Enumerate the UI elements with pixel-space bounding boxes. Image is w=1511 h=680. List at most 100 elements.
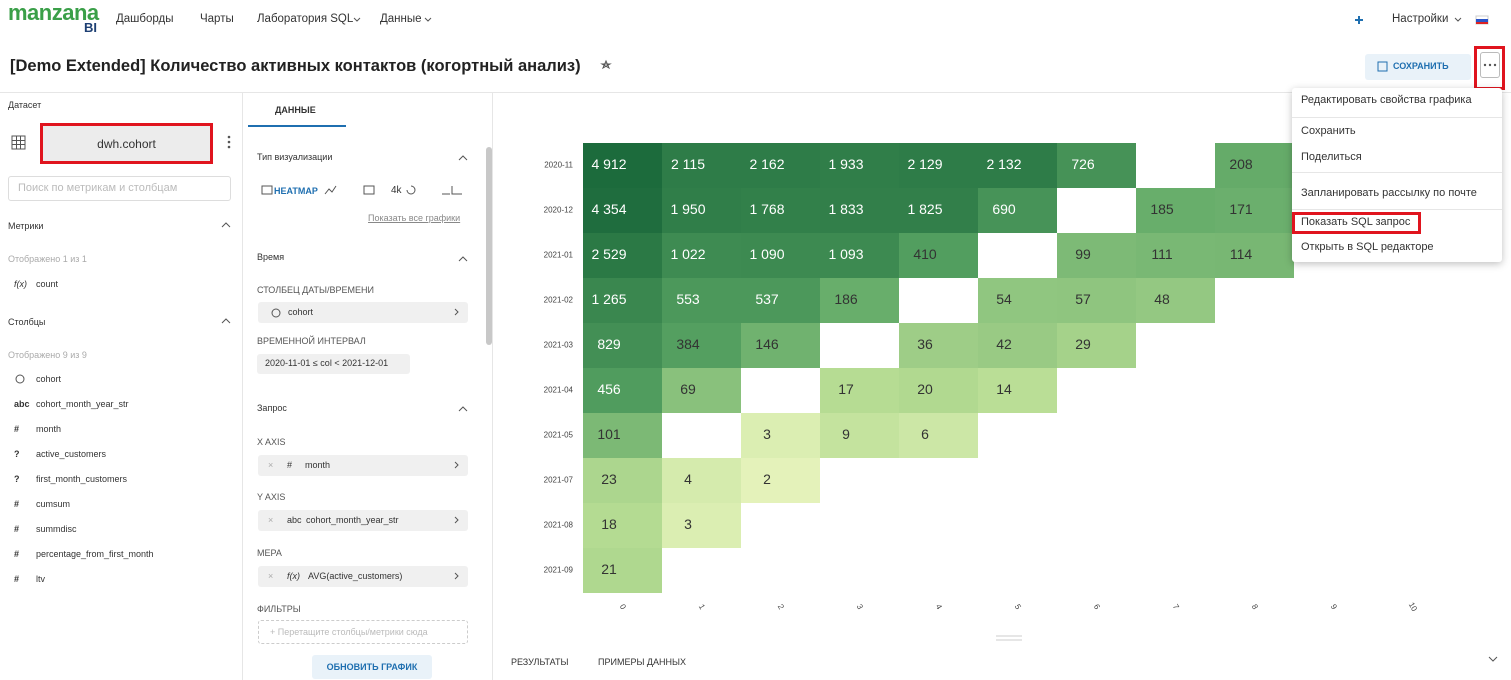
remove-icon[interactable]: × [268,460,274,470]
chevron [221,155,468,412]
y-tick-label: 2021-02 [544,296,574,305]
column-name[interactable]: summdisc [36,524,77,534]
update-label[interactable]: ОБНОВИТЬ ГРАФИК [326,662,418,672]
heatmap-cell [662,323,741,368]
column-name[interactable]: active_customers [36,449,107,459]
scrollbar [486,147,492,345]
field-value: cohort [288,307,314,317]
menu-item[interactable]: Поделиться [1301,151,1362,163]
nav-item[interactable]: Дашборды [116,13,174,25]
column-name[interactable]: cohort [36,374,62,384]
column-name[interactable]: cohort_month_year_str [36,399,129,409]
heatmap-cell [1057,233,1136,278]
dataset-name[interactable]: dwh.cohort [97,137,156,151]
cell-label: 36 [917,336,933,352]
column-name[interactable]: month [36,424,62,434]
column-name[interactable]: ltv [36,574,45,584]
menu-item[interactable]: Запланировать рассылку по почте [1301,187,1477,199]
heatmap-cell [1057,323,1136,368]
viz-option[interactable]: 4k [391,185,402,196]
cell-label: 14 [996,381,1012,397]
menu-divider [1292,209,1502,210]
tab[interactable]: ДАННЫЕ [275,105,316,115]
heatmap-cell [820,143,899,188]
cell-label: 1 022 [670,246,705,262]
heatmap-cell [583,233,662,278]
heatmap-cell [820,368,899,413]
field-value: month [305,460,331,470]
dataset-box[interactable] [40,123,213,164]
column-type: abc [14,399,30,409]
nav-item[interactable]: Данные [380,13,422,25]
heatmap-cell [899,413,978,458]
show-all-link[interactable]: Показать все графики [368,213,461,223]
x-axis-pill[interactable] [258,455,468,476]
update-button[interactable] [312,655,432,679]
heatmap-cell [662,278,741,323]
metric-pill[interactable] [258,566,468,587]
column-type: ? [14,474,20,484]
section-title: Запрос [257,403,287,413]
y-axis-pill[interactable] [258,510,468,531]
column-name[interactable]: cumsum [36,499,71,509]
metric-name[interactable]: count [36,279,59,289]
section-count: Отображено 1 из 1 [8,254,87,264]
search-input[interactable] [8,176,231,201]
heatmap-cell [1215,188,1294,233]
section-title: Тип визуализации [257,152,333,162]
remove-icon[interactable]: × [268,571,274,581]
menu-item[interactable]: Показать SQL запрос [1301,216,1411,228]
field-label: ВРЕМЕННОЙ ИНТЕРВАЛ [257,336,366,346]
bottom-tab[interactable]: ПРИМЕРЫ ДАННЫХ [598,657,686,667]
cell-label: 2 132 [986,156,1021,172]
viz-selected[interactable]: HEATMAP [274,186,318,196]
heatmap-cell [583,413,662,458]
dataset-label: Датасет [8,100,42,110]
x-tick-label: 10 [1407,601,1420,614]
arrow-right [454,130,1492,580]
filters-drop[interactable] [258,620,468,644]
settings[interactable]: Настройки [1392,13,1449,25]
heatmap-cell [1215,143,1294,188]
heatmap-cell [662,503,741,548]
save-label[interactable]: СОХРАНИТЬ [1393,61,1449,71]
y-tick-label: 2020-11 [544,161,573,170]
interval-pill[interactable] [257,354,410,374]
cell-label: 2 115 [671,156,705,172]
heatmap-cell [899,323,978,368]
section-count: Отображено 9 из 9 [8,350,87,360]
heatmap-cell [1136,278,1215,323]
nav-item[interactable]: Чарты [200,13,234,25]
menu-item[interactable]: Сохранить [1301,125,1356,137]
more-button[interactable] [1480,52,1500,78]
heatmap-cell [583,548,662,593]
collapse-icon [1488,656,1498,662]
column-name[interactable]: percentage_from_first_month [36,549,154,559]
menu-item[interactable]: Редактировать свойства графика [1301,94,1472,106]
heatmap-cell [583,503,662,548]
cell-label: 1 768 [749,201,784,217]
save-button[interactable] [1365,54,1471,80]
menu-divider [1292,172,1502,173]
y-tick-label: 2021-08 [544,521,574,530]
logo: manzana [8,0,99,25]
remove-icon[interactable]: × [268,515,274,525]
x-tick-label: 1 [697,603,707,612]
x-tick-label: 6 [1092,603,1102,612]
menu-item[interactable]: Открыть в SQL редакторе [1301,241,1434,253]
heatmap-cell [820,413,899,458]
column-name[interactable]: first_month_customers [36,474,128,484]
column-type: # [14,524,20,534]
bottom-tab[interactable]: РЕЗУЛЬТАТЫ [511,657,569,667]
cell-label: 101 [597,426,621,442]
cell-label: 21 [601,561,617,577]
cell-label: 208 [1229,156,1253,172]
heatmap-cell [583,143,662,188]
datetime-pill[interactable] [258,302,468,323]
nav-item[interactable]: Лаборатория SQL [257,13,354,25]
save-icon [1377,61,1388,72]
heatmap-cell [978,368,1057,413]
cell-label: 2 529 [591,246,626,262]
cell-label: 4 [684,471,692,487]
